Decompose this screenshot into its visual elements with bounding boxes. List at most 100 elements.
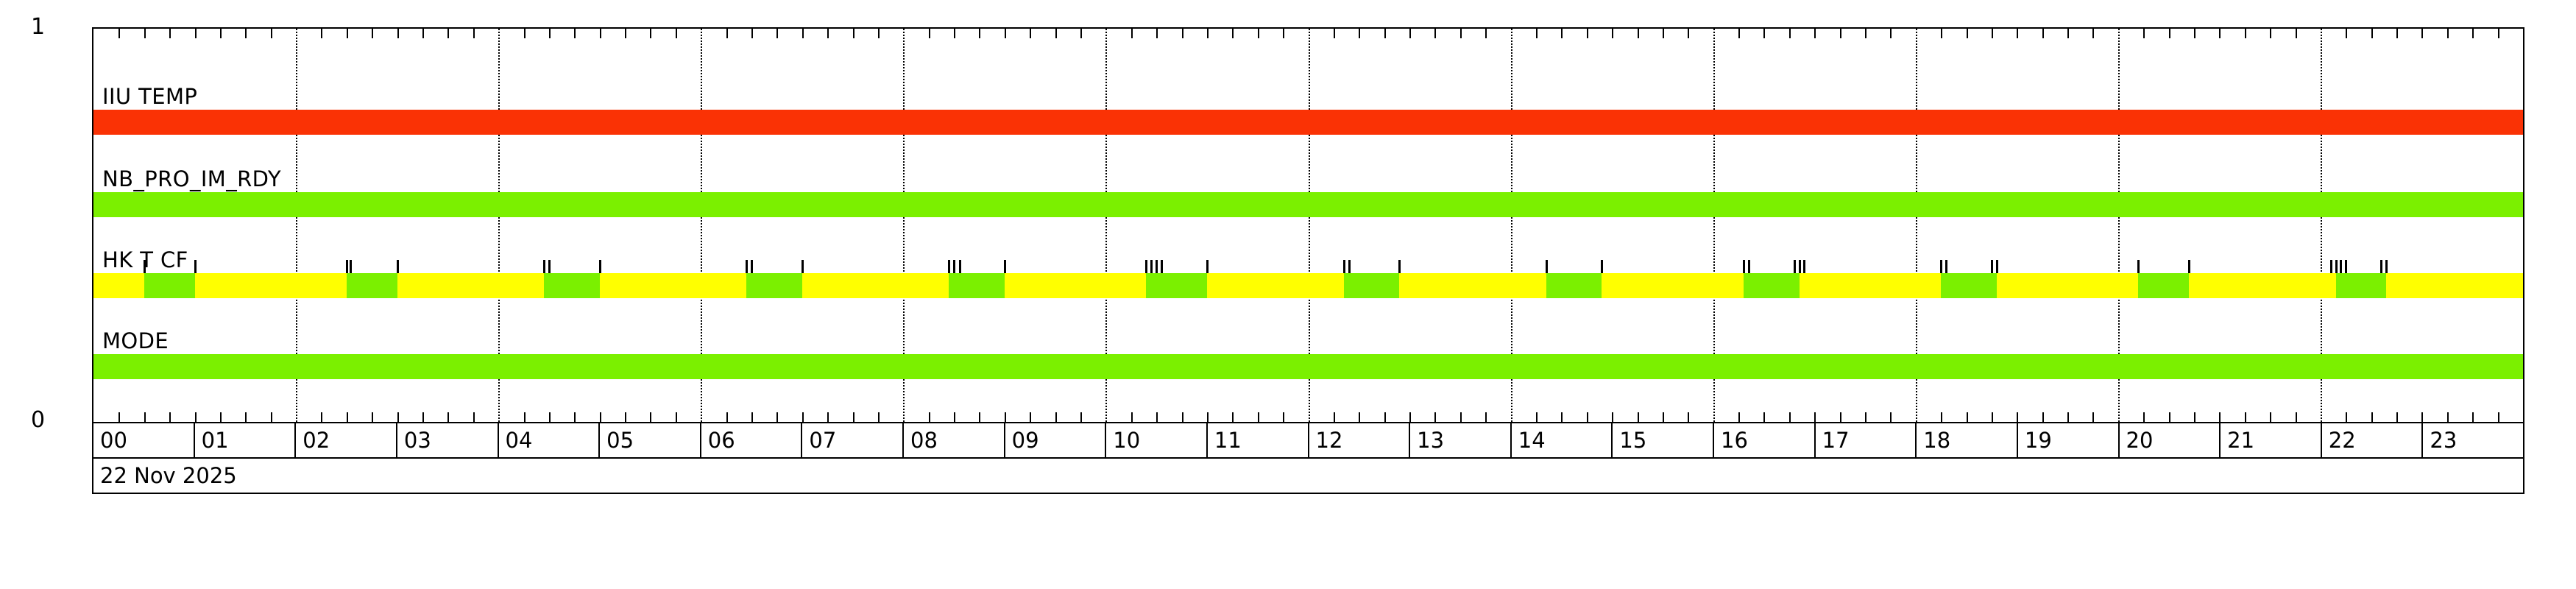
- event-mark: [1601, 260, 1604, 273]
- hour-cell-12[interactable]: 12: [1309, 423, 1411, 457]
- status-segment[interactable]: [1743, 273, 1800, 298]
- axis-tick-top: [1612, 29, 1614, 38]
- status-segment[interactable]: [1146, 273, 1207, 298]
- hour-cell-05[interactable]: 05: [600, 423, 701, 457]
- axis-tick-bot: [372, 412, 374, 422]
- event-mark: [598, 260, 601, 273]
- status-segment[interactable]: [1941, 273, 1997, 298]
- hour-cell-20[interactable]: 20: [2120, 423, 2221, 457]
- status-segment[interactable]: [949, 273, 1005, 298]
- hour-cell-22[interactable]: 22: [2322, 423, 2424, 457]
- event-mark: [1742, 260, 1745, 273]
- axis-tick-top: [2346, 29, 2348, 38]
- axis-tick-top: [2244, 29, 2246, 38]
- axis-tick-bot: [346, 412, 348, 422]
- hour-cell-19[interactable]: 19: [2018, 423, 2120, 457]
- hour-cell-10[interactable]: 10: [1106, 423, 1208, 457]
- status-segment[interactable]: [1546, 273, 1602, 298]
- hour-cell-00[interactable]: 00: [93, 423, 195, 457]
- event-mark: [2188, 260, 2191, 273]
- axis-tick-top: [1434, 29, 1437, 38]
- axis-tick-top: [2472, 29, 2474, 38]
- hour-cell-02[interactable]: 02: [296, 423, 397, 457]
- event-mark: [345, 260, 348, 273]
- axis-tick-bot: [2396, 412, 2399, 422]
- hour-cell-03[interactable]: 03: [397, 423, 499, 457]
- axis-tick-top: [1561, 29, 1563, 38]
- axis-tick-bot: [2421, 412, 2424, 422]
- event-mark: [1798, 260, 1801, 273]
- status-segment[interactable]: [144, 273, 195, 298]
- status-bar-mode[interactable]: [93, 354, 2523, 379]
- axis-tick-top: [397, 29, 399, 38]
- status-segment[interactable]: [346, 273, 397, 298]
- axis-tick-bot: [599, 412, 601, 422]
- axis-tick-bot: [2042, 412, 2044, 422]
- axis-tick-top: [1181, 29, 1183, 38]
- hour-cell-13[interactable]: 13: [1410, 423, 1512, 457]
- axis-tick-top: [1156, 29, 1158, 38]
- axis-tick-top: [2396, 29, 2399, 38]
- status-bar-iiu-temp[interactable]: [93, 110, 2523, 135]
- axis-tick-top: [1662, 29, 1664, 38]
- axis-tick-bot: [2446, 412, 2449, 422]
- axis-tick-top: [650, 29, 652, 38]
- status-segment[interactable]: [2335, 273, 2387, 298]
- axis-tick-bot: [2295, 412, 2297, 422]
- status-segment[interactable]: [746, 273, 802, 298]
- axis-tick-top: [2017, 29, 2019, 38]
- axis-tick-bot: [2219, 412, 2221, 422]
- axis-tick-top: [599, 29, 601, 38]
- axis-tick-top: [1409, 29, 1412, 38]
- hour-cell-21[interactable]: 21: [2221, 423, 2322, 457]
- hour-cell-23[interactable]: 23: [2430, 427, 2458, 453]
- axis-tick-top: [1991, 29, 1993, 38]
- axis-tick-bot: [1586, 412, 1588, 422]
- hour-cell-01[interactable]: 01: [195, 423, 297, 457]
- hour-cell-17[interactable]: 17: [1816, 423, 1917, 457]
- event-mark: [2329, 260, 2332, 273]
- event-mark: [2385, 260, 2388, 273]
- axis-tick-top: [2446, 29, 2449, 38]
- y-axis-label-top: 1: [31, 14, 46, 40]
- axis-tick-top: [118, 29, 121, 38]
- axis-tick-top: [2421, 29, 2424, 38]
- axis-tick-top: [726, 29, 728, 38]
- axis-tick-bot: [1535, 412, 1538, 422]
- event-mark: [1161, 260, 1164, 273]
- event-mark: [1803, 260, 1806, 273]
- event-mark: [1156, 260, 1158, 273]
- hour-cell-07[interactable]: 07: [802, 423, 904, 457]
- plot-area: IIU TEMP NB_PRO_IM_RDY HK T CF MODE: [92, 27, 2524, 423]
- axis-tick-top: [2067, 29, 2070, 38]
- status-bar-nb-pro-im-rdy[interactable]: [93, 192, 2523, 217]
- hour-cell-14[interactable]: 14: [1512, 423, 1613, 457]
- axis-tick-top: [169, 29, 171, 38]
- hour-cell-11[interactable]: 11: [1208, 423, 1309, 457]
- hour-cell-15[interactable]: 15: [1613, 423, 1714, 457]
- axis-tick-top: [675, 29, 677, 38]
- axis-tick-bot: [144, 412, 146, 422]
- axis-tick-bot: [1359, 412, 1361, 422]
- status-bar-hk-t-cf[interactable]: [93, 273, 2523, 298]
- axis-tick-top: [751, 29, 754, 38]
- hour-cell-06[interactable]: 06: [701, 423, 803, 457]
- axis-tick-top: [1333, 29, 1335, 38]
- gridline-hour-22: [2320, 29, 2322, 422]
- event-mark: [746, 260, 749, 273]
- status-segment[interactable]: [544, 273, 600, 298]
- hour-cell-18[interactable]: 18: [1917, 423, 2018, 457]
- axis-tick-top: [1030, 29, 1032, 38]
- hour-cell-04[interactable]: 04: [499, 423, 601, 457]
- axis-tick-bot: [219, 412, 222, 422]
- status-segment[interactable]: [1343, 273, 1400, 298]
- row-label-iiu-temp: IIU TEMP: [102, 84, 198, 109]
- hour-cell-08[interactable]: 08: [904, 423, 1005, 457]
- axis-tick-bot: [422, 412, 424, 422]
- axis-tick-top: [852, 29, 854, 38]
- event-mark: [143, 260, 146, 273]
- status-segment[interactable]: [2138, 273, 2190, 298]
- axis-tick-top: [2193, 29, 2195, 38]
- hour-cell-09[interactable]: 09: [1005, 423, 1107, 457]
- hour-cell-16[interactable]: 16: [1714, 423, 1816, 457]
